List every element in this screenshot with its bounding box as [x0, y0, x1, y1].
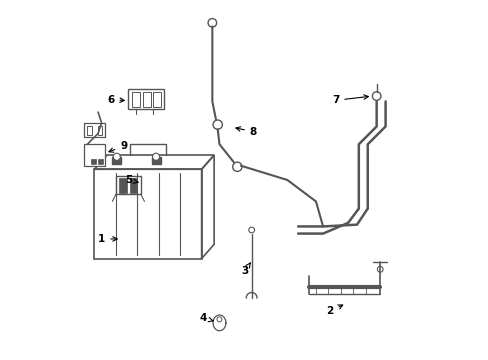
Text: 2: 2 — [326, 305, 342, 316]
Circle shape — [232, 162, 242, 171]
Bar — [132, 93, 140, 107]
Bar — [142, 93, 150, 107]
Bar — [116, 176, 141, 194]
Circle shape — [152, 153, 160, 160]
FancyBboxPatch shape — [94, 169, 201, 258]
Bar — [87, 126, 91, 135]
Circle shape — [213, 120, 222, 129]
Text: 8: 8 — [235, 127, 257, 137]
Bar — [98, 126, 102, 135]
Bar — [83, 144, 105, 166]
Bar — [151, 157, 160, 164]
Bar — [83, 123, 105, 137]
Circle shape — [377, 266, 382, 272]
Bar — [91, 158, 96, 164]
Text: 3: 3 — [241, 263, 250, 276]
Bar — [130, 178, 137, 193]
Circle shape — [207, 18, 216, 27]
Text: 5: 5 — [124, 175, 138, 185]
Bar — [119, 178, 126, 193]
Circle shape — [217, 317, 222, 322]
Text: 4: 4 — [199, 313, 213, 323]
Text: 9: 9 — [109, 141, 127, 152]
Bar — [98, 158, 103, 164]
Bar — [128, 89, 164, 109]
Text: 1: 1 — [98, 234, 117, 244]
Bar — [112, 157, 121, 164]
Text: 7: 7 — [331, 95, 367, 105]
Text: 6: 6 — [107, 95, 124, 105]
Circle shape — [113, 153, 120, 160]
Circle shape — [248, 227, 254, 233]
Circle shape — [372, 92, 380, 100]
Bar — [153, 93, 161, 107]
